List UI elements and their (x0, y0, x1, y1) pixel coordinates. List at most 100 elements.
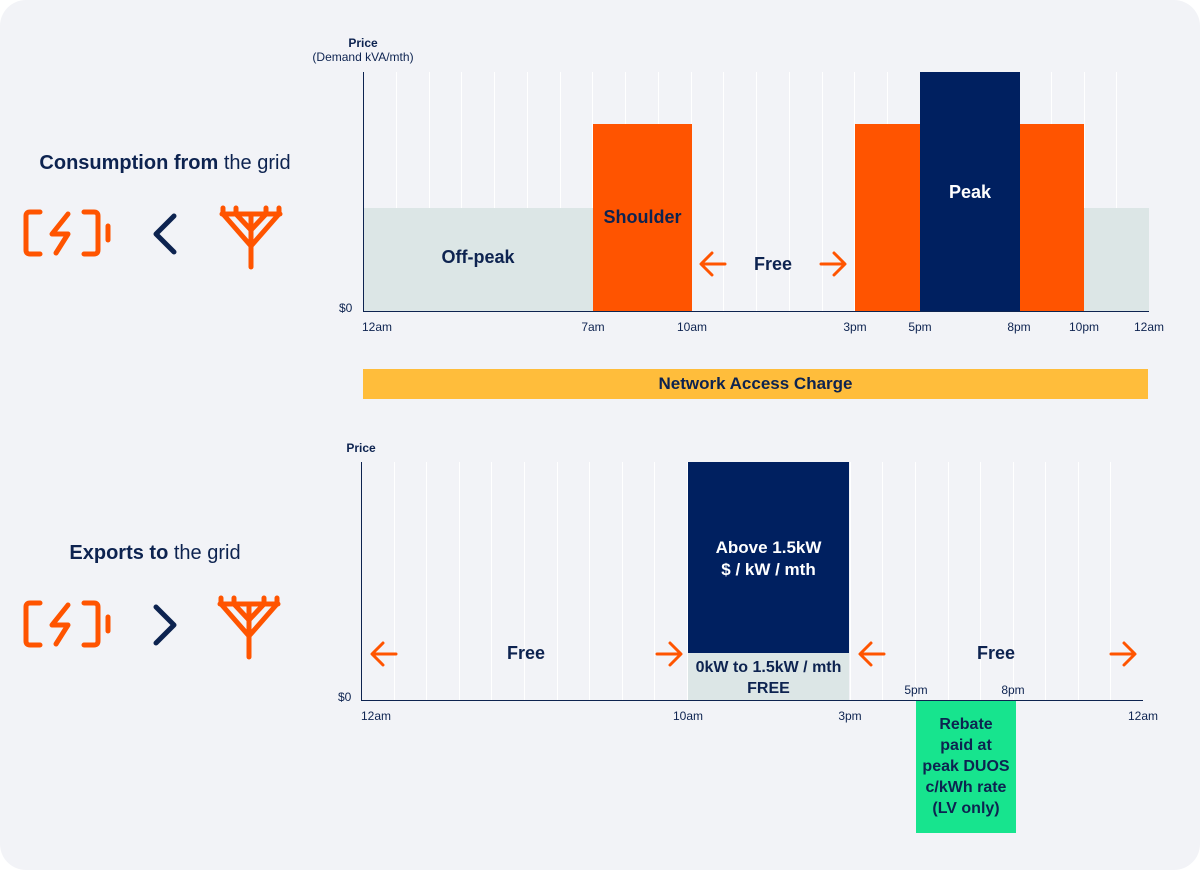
exports-title: Exports to the grid (0, 542, 310, 565)
exports-y-axis (361, 462, 362, 701)
arrow-left-icon (370, 641, 398, 667)
above-threshold-block (688, 462, 849, 653)
shoulder-block-afternoon (855, 124, 920, 311)
exports-title-bold: Exports to (69, 542, 169, 564)
grid-line (723, 72, 724, 311)
battery-icon (23, 600, 111, 648)
below-line-2: FREE (747, 680, 790, 697)
tick-label: 10am (676, 320, 708, 334)
grid-line (429, 72, 430, 311)
grid-line (1013, 462, 1014, 700)
grid-line (491, 462, 492, 700)
rebate-line-3: peak DUOS (922, 758, 1010, 775)
grid-line (1084, 72, 1085, 311)
exports-x-axis (361, 700, 1143, 701)
grid-line (394, 462, 395, 700)
above-line-1: Above 1.5kW (715, 538, 822, 557)
above-threshold-label: Above 1.5kW $ / kW / mth (688, 537, 849, 581)
peak-label: Peak (948, 182, 992, 202)
grid-line (1045, 462, 1046, 700)
grid-line (822, 72, 823, 311)
free-label: Free (753, 254, 793, 274)
below-threshold-block (688, 653, 849, 700)
grid-line (459, 462, 460, 700)
arrow-right-icon (819, 251, 847, 277)
shoulder-block-morning (593, 124, 692, 311)
consumption-title: Consumption from the grid (10, 152, 320, 175)
below-threshold-label: 0kW to 1.5kW / mth FREE (688, 657, 849, 699)
grid-line (948, 462, 949, 700)
tick-label: 3pm (838, 709, 862, 723)
consumption-axis-title: Price (Demand kVA/mth) (305, 36, 421, 64)
tick-label: 8pm (1001, 683, 1025, 697)
grid-line (850, 462, 851, 700)
consumption-x-axis (363, 311, 1149, 312)
below-line-1: 0kW to 1.5kW / mth (695, 659, 842, 676)
consumption-title-bold: Consumption from (39, 152, 219, 174)
tick-label: 10am (672, 709, 704, 723)
free-left-label: Free (506, 643, 546, 663)
grid-line (915, 462, 916, 700)
tick-label: 12am (361, 320, 393, 334)
grid-line (882, 462, 883, 700)
grid-line (557, 462, 558, 700)
tick-label: 12am (1133, 320, 1165, 334)
tick-label: 5pm (904, 683, 928, 697)
grid-line (1116, 72, 1117, 311)
tick-label: 5pm (908, 320, 932, 334)
power-pole-icon (219, 205, 283, 270)
grid-line (1110, 462, 1111, 700)
grid-line (524, 462, 525, 700)
arrow-left-icon (858, 641, 886, 667)
network-access-charge-bar: Network Access Charge (363, 369, 1148, 399)
tick-label: 3pm (843, 320, 867, 334)
above-line-2: $ / kW / mth (721, 560, 816, 579)
exports-zero-label: $0 (338, 690, 352, 704)
rebate-line-5: (LV only) (932, 800, 1000, 817)
exports-axis-title: Price (336, 441, 386, 455)
consumption-zero-label: $0 (339, 301, 353, 315)
arrow-right-icon (655, 641, 683, 667)
tick-label: 12am (360, 709, 392, 723)
offpeak-label: Off-peak (441, 247, 515, 267)
grid-line (494, 72, 495, 311)
exports-axis-title-text: Price (346, 441, 376, 455)
grid-line (1078, 462, 1079, 700)
tick-label: 8pm (1007, 320, 1031, 334)
grid-line (461, 72, 462, 311)
grid-line (687, 462, 688, 700)
battery-icon (23, 209, 111, 257)
grid-line (560, 72, 561, 311)
consumption-title-rest: the grid (218, 152, 291, 174)
grid-line (592, 72, 593, 311)
tick-label: 12am (1127, 709, 1159, 723)
less-than-icon (153, 213, 177, 255)
grid-line (654, 462, 655, 700)
offpeak-block-left (363, 208, 593, 311)
grid-line (589, 462, 590, 700)
rebate-box: Rebate paid at peak DUOS c/kWh rate (LV … (916, 701, 1016, 833)
grid-line (756, 72, 757, 311)
consumption-axis-subtitle: (Demand kVA/mth) (312, 50, 414, 64)
grid-line (527, 72, 528, 311)
rebate-line-2: paid at (940, 737, 992, 754)
grid-line (980, 462, 981, 700)
exports-title-rest: the grid (168, 542, 241, 564)
shoulder-block-evening (1019, 124, 1084, 311)
tick-label: 10pm (1068, 320, 1100, 334)
grid-line (854, 72, 855, 311)
rebate-line-4: c/kWh rate (925, 779, 1007, 796)
consumption-y-axis (363, 72, 364, 312)
grid-line (789, 72, 790, 311)
free-right-label: Free (976, 643, 1016, 663)
consumption-axis-title-text: Price (348, 36, 378, 50)
rebate-line-1: Rebate (939, 716, 993, 733)
arrow-left-icon (699, 251, 727, 277)
offpeak-block-right (1084, 208, 1149, 311)
tick-label: 7am (581, 320, 605, 334)
grid-line (396, 72, 397, 311)
grid-line (622, 462, 623, 700)
shoulder-label: Shoulder (603, 207, 682, 227)
power-pole-icon (217, 595, 281, 660)
